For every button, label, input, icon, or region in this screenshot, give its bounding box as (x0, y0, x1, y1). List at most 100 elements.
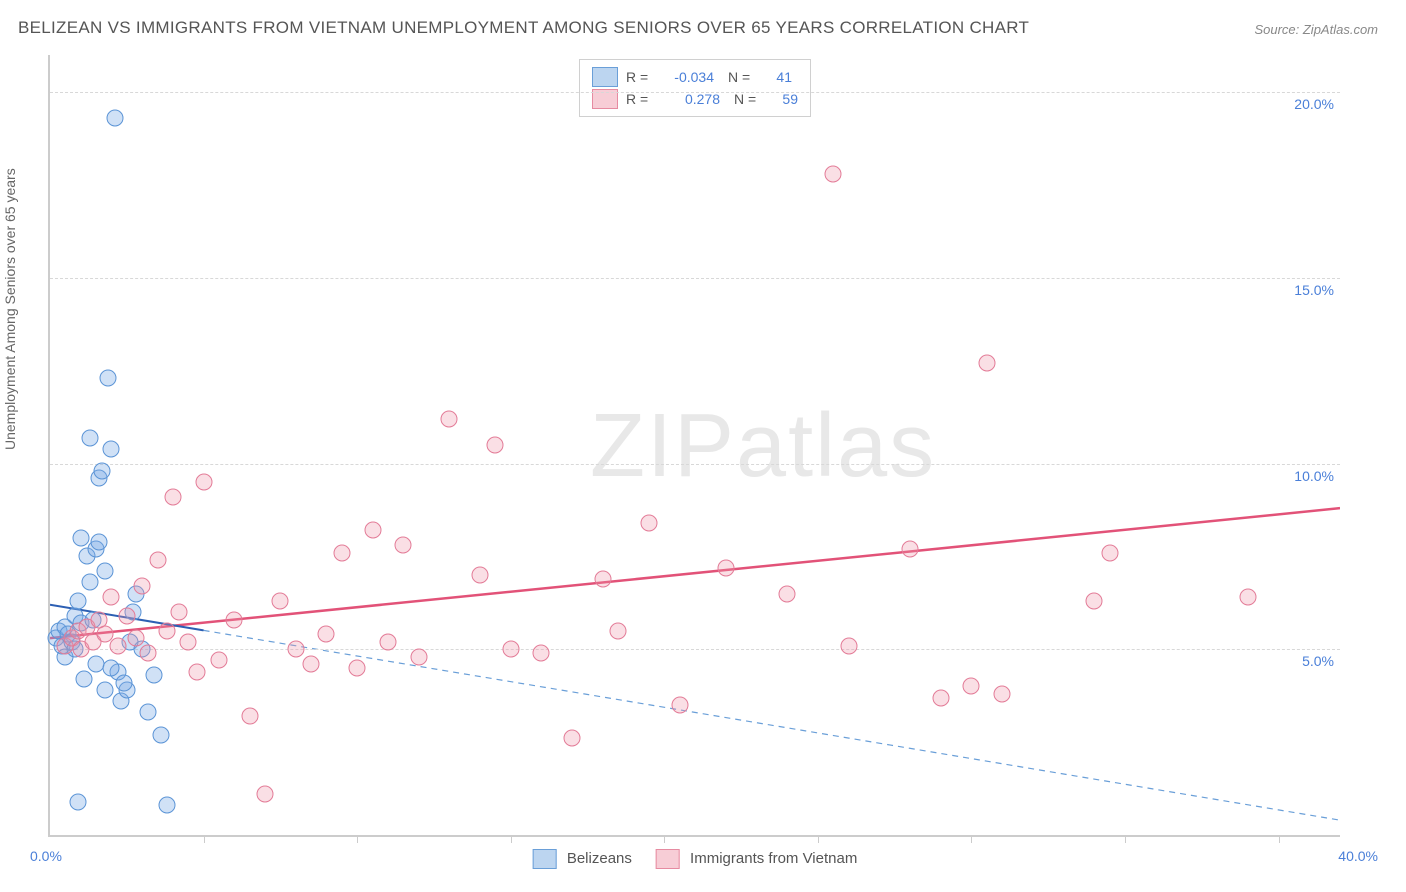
data-point (180, 633, 197, 650)
data-point (158, 797, 175, 814)
data-point (81, 574, 98, 591)
y-tick-label: 10.0% (1294, 468, 1334, 484)
data-point (72, 529, 89, 546)
x-tick (664, 835, 665, 843)
y-axis-label: Unemployment Among Seniors over 65 years (2, 168, 18, 450)
data-point (902, 541, 919, 558)
legend-item-belizeans: Belizeans (533, 849, 632, 869)
x-tick (1125, 835, 1126, 843)
data-point (994, 685, 1011, 702)
data-point (395, 537, 412, 554)
data-point (152, 726, 169, 743)
data-point (103, 440, 120, 457)
data-point (128, 630, 145, 647)
data-point (100, 370, 117, 387)
y-tick-label: 15.0% (1294, 282, 1334, 298)
data-point (109, 637, 126, 654)
data-point (318, 626, 335, 643)
correlation-legend: R = -0.034 N = 41 R = 0.278 N = 59 (579, 59, 811, 117)
data-point (75, 671, 92, 688)
data-point (840, 637, 857, 654)
data-point (487, 437, 504, 454)
data-point (932, 689, 949, 706)
data-point (978, 355, 995, 372)
data-point (189, 663, 206, 680)
data-point (671, 697, 688, 714)
data-point (106, 110, 123, 127)
chart-title: BELIZEAN VS IMMIGRANTS FROM VIETNAM UNEM… (18, 18, 1029, 38)
data-point (640, 515, 657, 532)
x-origin-label: 0.0% (30, 848, 62, 864)
n-label: N = (728, 66, 754, 88)
data-point (97, 563, 114, 580)
data-point (146, 667, 163, 684)
legend-item-vietnam: Immigrants from Vietnam (656, 849, 857, 869)
gridline (50, 464, 1340, 465)
data-point (134, 578, 151, 595)
x-tick (204, 835, 205, 843)
data-point (364, 522, 381, 539)
data-point (226, 611, 243, 628)
x-tick (971, 835, 972, 843)
source-label: Source: ZipAtlas.com (1254, 22, 1378, 37)
data-point (441, 411, 458, 428)
data-point (333, 544, 350, 561)
data-point (69, 593, 86, 610)
legend-swatch-blue (592, 67, 618, 87)
data-point (564, 730, 581, 747)
data-point (103, 589, 120, 606)
gridline (50, 649, 1340, 650)
legend-label-vietnam: Immigrants from Vietnam (690, 850, 857, 867)
y-tick-label: 5.0% (1302, 653, 1334, 669)
data-point (115, 674, 132, 691)
data-point (410, 648, 427, 665)
data-point (149, 552, 166, 569)
legend-row-belizeans: R = -0.034 N = 41 (592, 66, 798, 88)
data-point (81, 429, 98, 446)
data-point (91, 533, 108, 550)
data-point (140, 704, 157, 721)
data-point (158, 622, 175, 639)
n-value-blue: 41 (762, 66, 792, 88)
x-tick (357, 835, 358, 843)
y-tick-label: 20.0% (1294, 96, 1334, 112)
data-point (241, 708, 258, 725)
data-point (1086, 593, 1103, 610)
data-point (349, 659, 366, 676)
r-label: R = (626, 66, 654, 88)
data-point (97, 682, 114, 699)
gridline (50, 92, 1340, 93)
data-point (303, 656, 320, 673)
data-point (825, 165, 842, 182)
x-tick (818, 835, 819, 843)
data-point (594, 570, 611, 587)
x-end-label: 40.0% (1338, 848, 1378, 864)
data-point (69, 793, 86, 810)
data-point (779, 585, 796, 602)
data-point (1239, 589, 1256, 606)
x-tick (511, 835, 512, 843)
data-point (502, 641, 519, 658)
data-point (472, 567, 489, 584)
data-point (717, 559, 734, 576)
data-point (210, 652, 227, 669)
data-point (103, 659, 120, 676)
data-point (164, 489, 181, 506)
watermark: ZIPatlas (590, 395, 936, 498)
data-point (88, 656, 105, 673)
data-point (610, 622, 627, 639)
data-point (257, 786, 274, 803)
legend-swatch-blue (533, 849, 557, 869)
data-point (1101, 544, 1118, 561)
x-tick (1279, 835, 1280, 843)
data-point (94, 463, 111, 480)
data-point (140, 645, 157, 662)
data-point (379, 633, 396, 650)
data-point (171, 604, 188, 621)
data-point (287, 641, 304, 658)
legend-label-belizeans: Belizeans (567, 850, 632, 867)
data-point (533, 645, 550, 662)
chart-plot-area: ZIPatlas R = -0.034 N = 41 R = 0.278 N =… (48, 55, 1340, 837)
data-point (963, 678, 980, 695)
data-point (118, 607, 135, 624)
